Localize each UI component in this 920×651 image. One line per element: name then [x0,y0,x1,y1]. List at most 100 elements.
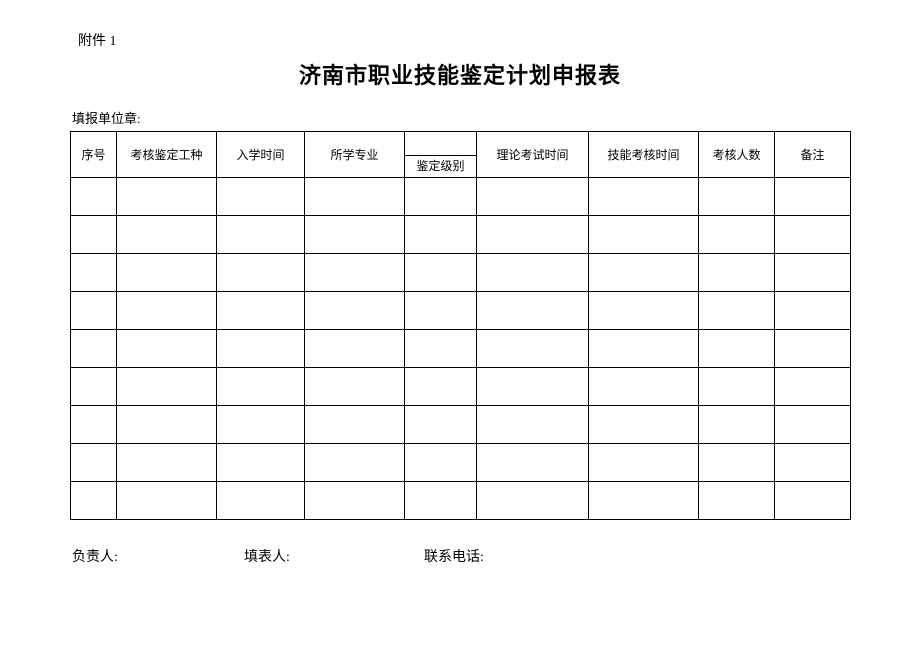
cell-skill [589,178,699,216]
cell-major [305,292,405,330]
cell-count [699,330,775,368]
cell-major [305,406,405,444]
cell-type [117,254,217,292]
table-row [71,178,851,216]
header-count: 考核人数 [699,132,775,178]
cell-level [405,444,477,482]
cell-type [117,216,217,254]
table-row [71,330,851,368]
cell-remark [775,330,851,368]
cell-theory [477,292,589,330]
cell-theory [477,178,589,216]
cell-enroll [217,444,305,482]
cell-seq [71,406,117,444]
cell-level [405,254,477,292]
cell-level [405,178,477,216]
cell-theory [477,330,589,368]
cell-seq [71,368,117,406]
cell-count [699,178,775,216]
header-level: 鉴定级别 [405,132,477,178]
attachment-label: 附件 1 [78,30,850,50]
page-title: 济南市职业技能鉴定计划申报表 [70,58,850,90]
cell-count [699,482,775,520]
cell-level [405,330,477,368]
footer-responsible-label: 负责人: [72,546,244,566]
table-body [71,178,851,520]
cell-theory [477,444,589,482]
cell-type [117,292,217,330]
header-remark: 备注 [775,132,851,178]
cell-level [405,216,477,254]
cell-seq [71,330,117,368]
cell-type [117,368,217,406]
cell-major [305,330,405,368]
cell-major [305,482,405,520]
cell-theory [477,216,589,254]
cell-seq [71,444,117,482]
cell-enroll [217,482,305,520]
cell-count [699,254,775,292]
table-row [71,292,851,330]
cell-count [699,216,775,254]
cell-enroll [217,216,305,254]
cell-type [117,444,217,482]
cell-remark [775,444,851,482]
cell-remark [775,368,851,406]
application-table: 序号 考核鉴定工种 入学时间 所学专业 鉴定级别 理论考试时间 技能考核时间 考… [70,131,851,520]
cell-count [699,444,775,482]
table-row [71,368,851,406]
cell-seq [71,254,117,292]
table-row [71,482,851,520]
cell-theory [477,482,589,520]
cell-remark [775,292,851,330]
cell-major [305,444,405,482]
cell-level [405,406,477,444]
header-level-text: 鉴定级别 [405,157,476,174]
cell-theory [477,254,589,292]
cell-count [699,292,775,330]
cell-enroll [217,406,305,444]
cell-skill [589,368,699,406]
cell-count [699,406,775,444]
cell-level [405,482,477,520]
cell-remark [775,178,851,216]
table-header-row: 序号 考核鉴定工种 入学时间 所学专业 鉴定级别 理论考试时间 技能考核时间 考… [71,132,851,178]
cell-enroll [217,292,305,330]
cell-skill [589,330,699,368]
cell-major [305,368,405,406]
cell-theory [477,406,589,444]
footer-row: 负责人: 填表人: 联系电话: [70,546,850,566]
cell-skill [589,444,699,482]
cell-skill [589,254,699,292]
cell-skill [589,216,699,254]
cell-type [117,482,217,520]
unit-stamp-label: 填报单位章: [72,108,850,127]
header-enroll: 入学时间 [217,132,305,178]
header-type: 考核鉴定工种 [117,132,217,178]
cell-remark [775,216,851,254]
cell-enroll [217,368,305,406]
table-row [71,254,851,292]
header-skill: 技能考核时间 [589,132,699,178]
cell-type [117,330,217,368]
cell-type [117,406,217,444]
cell-remark [775,254,851,292]
cell-enroll [217,178,305,216]
cell-type [117,178,217,216]
cell-seq [71,216,117,254]
header-major: 所学专业 [305,132,405,178]
cell-major [305,216,405,254]
cell-skill [589,292,699,330]
table-row [71,406,851,444]
table-row [71,216,851,254]
table-row [71,444,851,482]
level-divider-line [405,155,476,156]
cell-seq [71,292,117,330]
footer-filler-label: 填表人: [244,546,424,566]
cell-enroll [217,330,305,368]
footer-phone-label: 联系电话: [424,546,484,566]
cell-count [699,368,775,406]
header-seq: 序号 [71,132,117,178]
cell-seq [71,482,117,520]
cell-major [305,254,405,292]
